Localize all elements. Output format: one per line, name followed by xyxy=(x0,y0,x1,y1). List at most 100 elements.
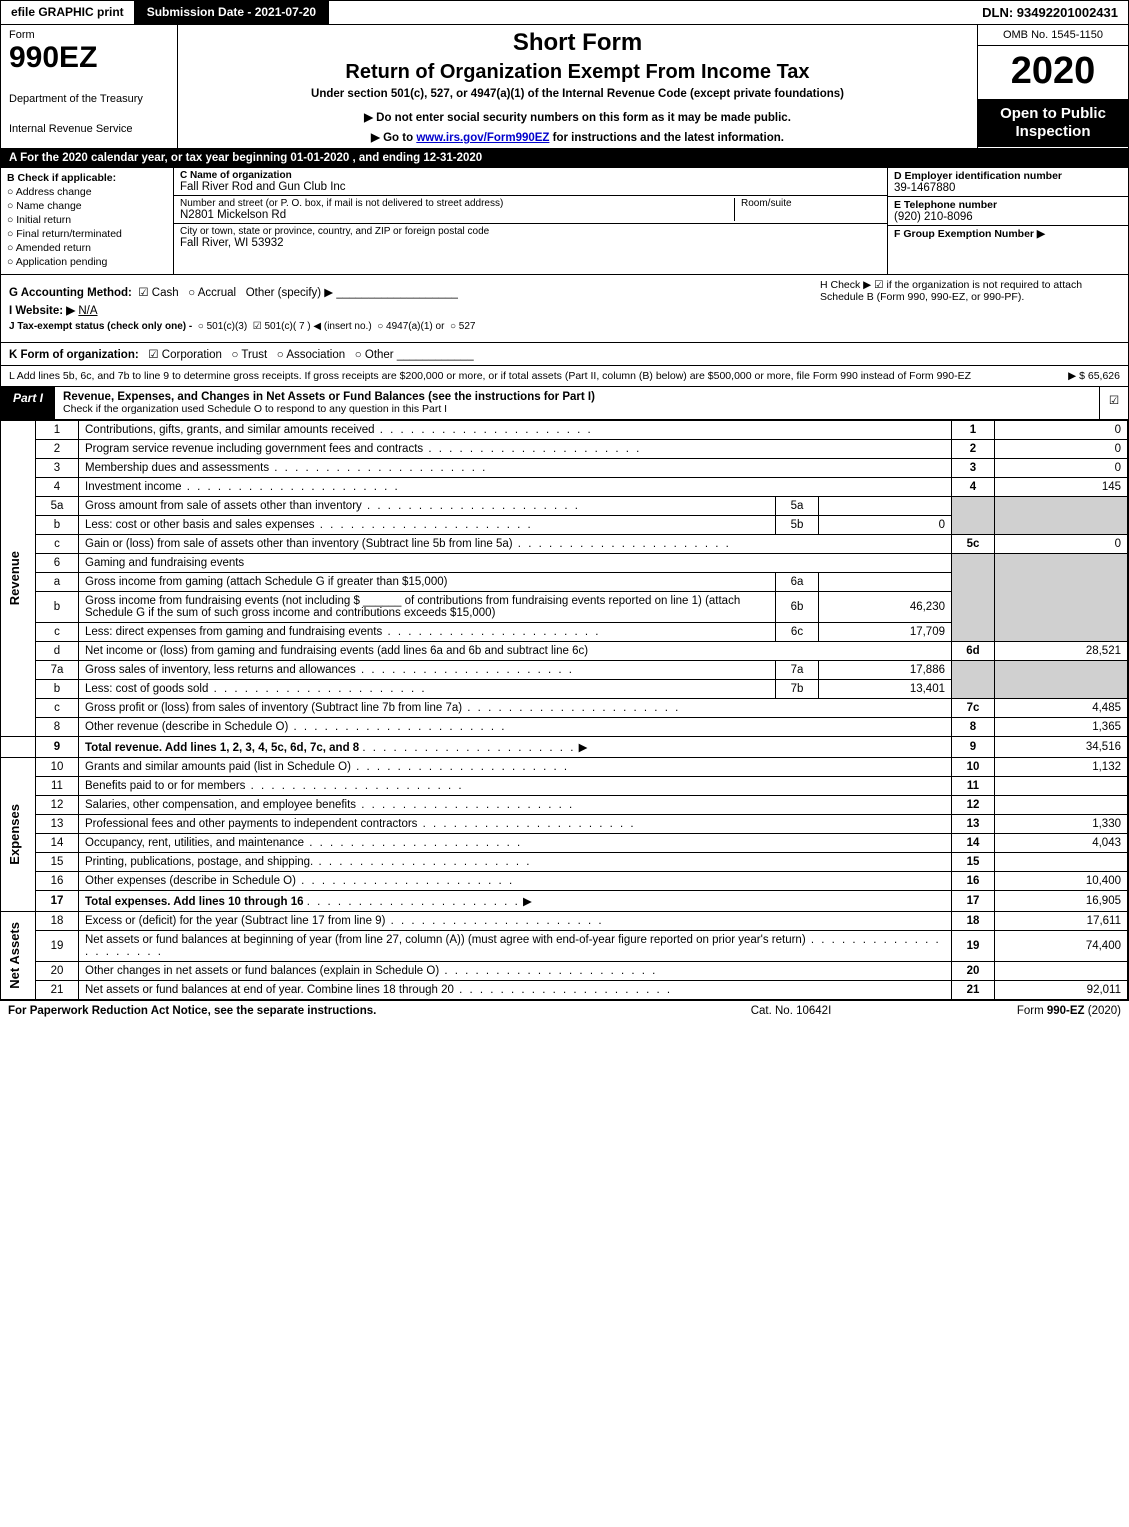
org-association[interactable]: Association xyxy=(277,349,345,361)
table-row: c Gross profit or (loss) from sales of i… xyxy=(1,699,1128,718)
line-7a-sublabel: 7a xyxy=(776,661,819,680)
tax-period: A For the 2020 calendar year, or tax yea… xyxy=(1,149,1128,168)
line-1-desc: Contributions, gifts, grants, and simila… xyxy=(79,421,952,440)
line-18-amt: 17,611 xyxy=(995,912,1128,931)
line-20-desc: Other changes in net assets or fund bala… xyxy=(79,962,952,981)
form-label: Form xyxy=(9,29,169,41)
table-row: 7a Gross sales of inventory, less return… xyxy=(1,661,1128,680)
line-6-desc: Gaming and fundraising events xyxy=(79,554,952,573)
organization-name: Fall River Rod and Gun Club Inc xyxy=(180,181,881,193)
table-row: 13 Professional fees and other payments … xyxy=(1,815,1128,834)
line-6d-no: d xyxy=(36,642,79,661)
line-6b-desc: Gross income from fundraising events (no… xyxy=(79,592,776,623)
form-header: Form 990EZ Department of the Treasury In… xyxy=(1,25,1128,149)
status-501c[interactable]: 501(c)( 7 ) xyxy=(253,321,311,332)
entity-block: B Check if applicable: Address change Na… xyxy=(1,168,1128,275)
line-2-col: 2 xyxy=(952,440,995,459)
line-7b-sublabel: 7b xyxy=(776,680,819,699)
line-5a-desc: Gross amount from sale of assets other t… xyxy=(79,497,776,516)
line-17-col: 17 xyxy=(952,891,995,912)
line-3-amt: 0 xyxy=(995,459,1128,478)
line-6a-subval xyxy=(819,573,952,592)
line-12-no: 12 xyxy=(36,796,79,815)
line-6d-amt: 28,521 xyxy=(995,642,1128,661)
line-14-no: 14 xyxy=(36,834,79,853)
check-final-return[interactable]: Final return/terminated xyxy=(7,228,167,240)
line-20-amt xyxy=(995,962,1128,981)
status-527[interactable]: 527 xyxy=(450,321,476,332)
line-7b-subval: 13,401 xyxy=(819,680,952,699)
goto-instructions: ▶ Go to www.irs.gov/Form990EZ for instru… xyxy=(186,130,969,144)
section-e-label: E Telephone number xyxy=(894,199,1122,211)
website-value: N/A xyxy=(78,305,97,317)
address-value: N2801 Mickelson Rd xyxy=(180,209,734,221)
check-initial-return[interactable]: Initial return xyxy=(7,214,167,226)
line-4-amt: 145 xyxy=(995,478,1128,497)
line-16-amt: 10,400 xyxy=(995,872,1128,891)
org-corporation[interactable]: Corporation xyxy=(148,349,222,361)
line-12-desc: Salaries, other compensation, and employ… xyxy=(79,796,952,815)
table-row: 14 Occupancy, rent, utilities, and maint… xyxy=(1,834,1128,853)
check-amended-return[interactable]: Amended return xyxy=(7,242,167,254)
efile-print-button[interactable]: efile GRAPHIC print xyxy=(1,1,137,24)
line-2-no: 2 xyxy=(36,440,79,459)
open-to-public: Open to Public Inspection xyxy=(978,99,1128,147)
tax-year: 2020 xyxy=(978,46,1128,99)
line-14-amt: 4,043 xyxy=(995,834,1128,853)
table-row: 21 Net assets or fund balances at end of… xyxy=(1,981,1128,1000)
check-name-change[interactable]: Name change xyxy=(7,200,167,212)
section-l: L Add lines 5b, 6c, and 7b to line 9 to … xyxy=(1,366,1128,387)
line-3-col: 3 xyxy=(952,459,995,478)
line-18-col: 18 xyxy=(952,912,995,931)
status-4947[interactable]: 4947(a)(1) or xyxy=(377,321,444,332)
accounting-cash[interactable]: Cash xyxy=(138,287,178,299)
form-version: Form 990-EZ (2020) xyxy=(901,1005,1121,1017)
form-number: 990EZ xyxy=(9,41,169,75)
line-3-no: 3 xyxy=(36,459,79,478)
department-label: Department of the Treasury xyxy=(9,93,169,105)
line-21-no: 21 xyxy=(36,981,79,1000)
org-trust[interactable]: Trust xyxy=(231,349,267,361)
line-5b-no: b xyxy=(36,516,79,535)
check-address-change[interactable]: Address change xyxy=(7,186,167,198)
table-row: 15 Printing, publications, postage, and … xyxy=(1,853,1128,872)
line-9-col: 9 xyxy=(952,737,995,758)
net-assets-section-label: Net Assets xyxy=(7,922,22,989)
status-501c3[interactable]: 501(c)(3) xyxy=(198,321,247,332)
org-other[interactable]: Other xyxy=(355,349,394,361)
table-row: 20 Other changes in net assets or fund b… xyxy=(1,962,1128,981)
irs-link[interactable]: www.irs.gov/Form990EZ xyxy=(416,132,549,144)
table-row: Revenue 1 Contributions, gifts, grants, … xyxy=(1,421,1128,440)
omb-number: OMB No. 1545-1150 xyxy=(978,25,1128,46)
expenses-section-label: Expenses xyxy=(7,804,22,865)
table-row: 4 Investment income 4 145 xyxy=(1,478,1128,497)
section-i: I Website: ▶ N/A xyxy=(9,303,1120,317)
accounting-other[interactable]: Other (specify) ▶ xyxy=(246,287,333,299)
check-application-pending[interactable]: Application pending xyxy=(7,256,167,268)
table-row: 16 Other expenses (describe in Schedule … xyxy=(1,872,1128,891)
city-value: Fall River, WI 53932 xyxy=(180,237,881,249)
line-2-amt: 0 xyxy=(995,440,1128,459)
line-5b-desc: Less: cost or other basis and sales expe… xyxy=(79,516,776,535)
line-5c-col: 5c xyxy=(952,535,995,554)
table-row: 3 Membership dues and assessments 3 0 xyxy=(1,459,1128,478)
part-1-title: Revenue, Expenses, and Changes in Net As… xyxy=(63,391,595,403)
line-7a-subval: 17,886 xyxy=(819,661,952,680)
gross-receipts-amount: ▶ $ 65,626 xyxy=(1000,370,1120,382)
line-15-amt xyxy=(995,853,1128,872)
ssn-warning: ▶ Do not enter social security numbers o… xyxy=(186,110,969,124)
line-19-desc: Net assets or fund balances at beginning… xyxy=(79,931,952,962)
accounting-accrual[interactable]: Accrual xyxy=(188,287,236,299)
line-10-desc: Grants and similar amounts paid (list in… xyxy=(79,758,952,777)
line-8-col: 8 xyxy=(952,718,995,737)
table-row: c Gain or (loss) from sale of assets oth… xyxy=(1,535,1128,554)
part-1-checkbox[interactable]: ☑ xyxy=(1099,387,1128,419)
section-b-label: B Check if applicable: xyxy=(7,172,167,184)
submission-date-label: Submission Date - 2021-07-20 xyxy=(137,1,329,24)
revenue-section-label: Revenue xyxy=(7,551,22,605)
sections-g-j: H Check ▶ ☑ if the organization is not r… xyxy=(1,275,1128,343)
dln-label: DLN: 93492201002431 xyxy=(972,1,1128,24)
line-11-no: 11 xyxy=(36,777,79,796)
line-11-col: 11 xyxy=(952,777,995,796)
line-1-amt: 0 xyxy=(995,421,1128,440)
